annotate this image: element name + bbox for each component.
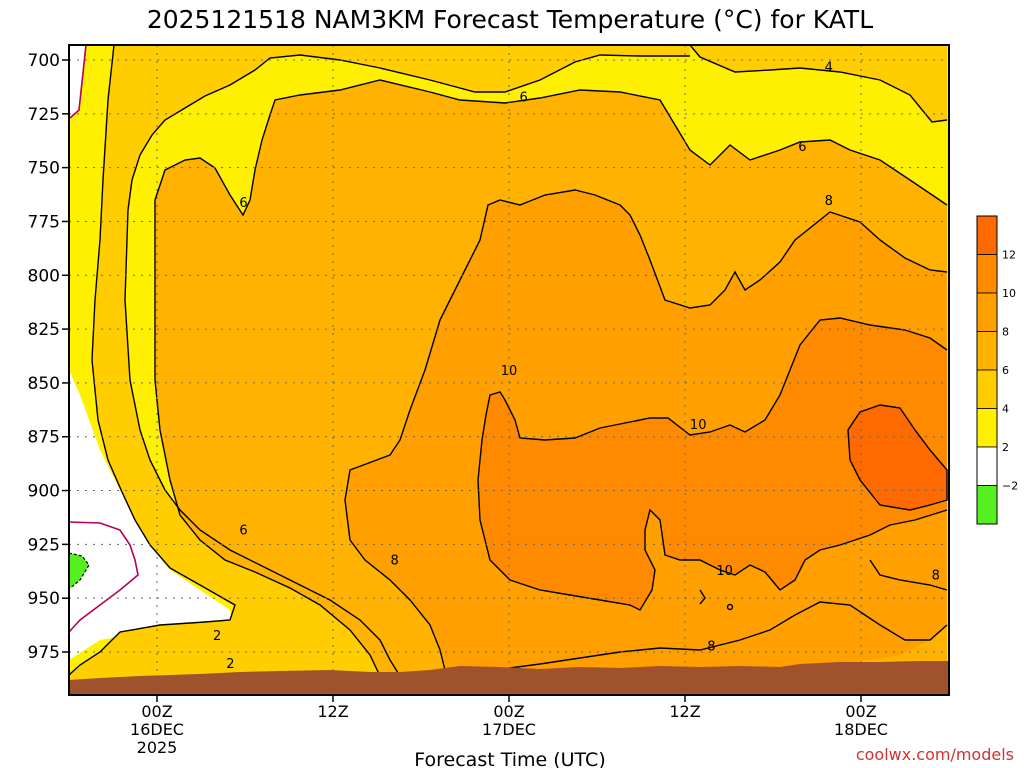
x-tick-label: 18DEC	[834, 720, 888, 739]
contour-6-mid	[154, 79, 948, 380]
band-12-14	[848, 405, 947, 510]
contour-label: 2	[226, 657, 234, 672]
colorbar-swatch	[976, 254, 998, 294]
contour-0-lower	[69, 521, 139, 633]
y-tick-label: 750	[28, 159, 60, 179]
watermark: coolwx.com/models	[856, 745, 1014, 764]
colorbar-label: 6	[1002, 364, 1009, 377]
contour-4-top	[689, 45, 948, 123]
contour-8	[344, 189, 948, 677]
contour-small-loop	[699, 589, 706, 605]
contour-8-right	[869, 559, 948, 591]
contour-label: 8	[707, 640, 715, 655]
x-tick-label: 16DEC	[130, 720, 184, 739]
contour-minus-2	[69, 552, 90, 590]
plot-area	[69, 45, 949, 695]
band-below-2	[69, 45, 232, 660]
colorbar-label: 12	[1002, 249, 1016, 262]
x-tick-label: 17DEC	[482, 720, 536, 739]
y-tick-label: 975	[28, 643, 60, 663]
y-axis: 700 725 750 775 800 825 850 875 900 925 950 975	[28, 51, 69, 663]
contour-12	[847, 404, 948, 511]
y-tick-label: 825	[28, 320, 60, 340]
colorbar-swatch	[976, 292, 998, 332]
y-tick-label: 875	[28, 428, 60, 448]
contour-0-upper	[69, 45, 87, 119]
contour-label: 2	[213, 629, 221, 644]
colorbar-swatch	[976, 331, 998, 371]
y-tick-label: 950	[28, 589, 60, 609]
colorbar-label: 10	[1002, 287, 1016, 300]
x-tick-label: 00Z	[141, 702, 172, 721]
contour-label: 6	[520, 91, 528, 106]
contour-label: 10	[690, 418, 707, 433]
contour-10	[477, 317, 948, 611]
grid	[69, 45, 949, 695]
contour-label: 8	[932, 569, 940, 584]
colorbar-label: −2	[1002, 480, 1018, 493]
x-tick-label: 2025	[137, 738, 178, 757]
colorbar-swatch	[976, 485, 998, 525]
contour-labels: 4 6 6 6 8 10 10 6 8 10 8 2 8 2	[213, 60, 940, 671]
colorbar-swatch	[976, 408, 998, 448]
contour-label: 10	[501, 364, 518, 379]
x-tick-label: 00Z	[493, 702, 524, 721]
x-tick-label: 12Z	[317, 702, 348, 721]
contour-8-lower	[439, 601, 948, 677]
colorbar-label: 8	[1002, 326, 1009, 339]
contour-label: 6	[239, 523, 247, 538]
y-tick-label: 850	[28, 374, 60, 394]
band-below-minus-2	[69, 553, 89, 589]
colorbar: 12 10 8 6 4 2 −2	[976, 215, 1018, 525]
contour-label: 10	[716, 564, 733, 579]
y-tick-label: 700	[28, 51, 60, 71]
x-tick-label: 00Z	[845, 702, 876, 721]
colorbar-frame	[976, 215, 998, 525]
band-10-12	[478, 318, 947, 610]
x-tick-label: 12Z	[669, 702, 700, 721]
colorbar-swatch	[976, 446, 998, 486]
isotherm-lines	[69, 45, 948, 677]
contour-label: 8	[390, 553, 398, 568]
y-tick-label: 900	[28, 482, 60, 502]
contour-6-inner	[154, 379, 381, 677]
colorbar-swatch	[976, 369, 998, 409]
freezing-lines	[69, 45, 139, 633]
colorbar-label: 4	[1002, 403, 1009, 416]
chart-title: 2025121518 NAM3KM Forecast Temperature (…	[147, 5, 873, 34]
contour-6-upper	[127, 54, 690, 211]
contour-6-lower	[124, 209, 401, 677]
y-tick-label: 725	[28, 105, 60, 125]
contour-4	[69, 45, 236, 676]
colorbar-swatch	[976, 215, 998, 255]
contour-label: 6	[239, 196, 247, 211]
y-tick-label: 775	[28, 212, 60, 232]
colorbar-label: 2	[1002, 441, 1009, 454]
contour-small-ring	[726, 603, 734, 611]
x-axis-label: Forecast Time (UTC)	[414, 749, 605, 768]
y-tick-label: 800	[28, 266, 60, 286]
minus-2-line	[69, 552, 90, 590]
y-tick-label: 925	[28, 535, 60, 555]
band-8-10-lower-right	[870, 545, 947, 590]
contour-label: 6	[798, 140, 806, 155]
contour-label: 8	[825, 194, 833, 209]
contour-label: 4	[825, 60, 833, 75]
